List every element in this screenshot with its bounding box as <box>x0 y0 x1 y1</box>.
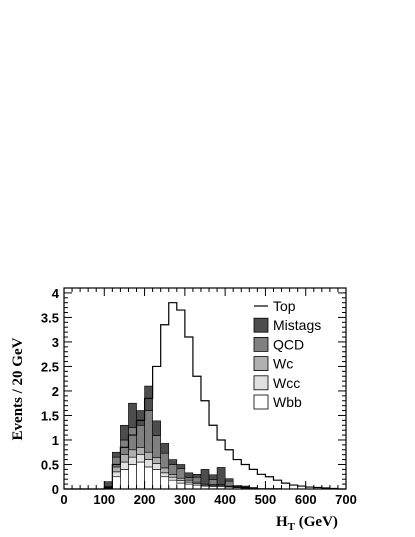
bar-mistags-420 <box>232 485 242 487</box>
bar-mistags-220 <box>152 420 161 436</box>
bar-wc-280 <box>176 477 186 481</box>
bar-mistags-440 <box>240 485 250 488</box>
y-tick-label: 4 <box>52 286 60 301</box>
bar-qcd-360 <box>208 479 218 485</box>
bar-wcc-160 <box>128 456 137 465</box>
bar-wcc-180 <box>136 454 145 463</box>
bar-qcd-220 <box>152 435 161 458</box>
x-axis-title-subscript: T <box>288 521 296 533</box>
x-axis-title-unit: (GeV) <box>295 514 338 530</box>
bar-mistags-100 <box>103 481 113 487</box>
legend-label-wbb: Wbb <box>273 394 302 410</box>
legend-label-qcd: QCD <box>273 336 304 352</box>
y-tick-label: 1.5 <box>41 408 59 423</box>
bar-wcc-260 <box>168 476 178 481</box>
x-tick-labels: 0 100 200 300 400 500 600 700 <box>60 492 356 507</box>
bar-mistags-380 <box>216 467 226 485</box>
legend-swatch-wcc <box>253 375 269 391</box>
y-tick-label: 2.5 <box>41 359 59 374</box>
bar-mistags-280 <box>176 464 186 469</box>
x-tick-label: 500 <box>255 492 277 507</box>
bar-mistags-360 <box>208 474 218 480</box>
y-axis-title: Events / 20 GeV <box>10 337 26 440</box>
x-tick-label: 0 <box>60 492 67 507</box>
bar-wcc-280 <box>176 480 186 484</box>
bar-wc-120 <box>112 466 121 473</box>
legend-swatch-qcd <box>253 336 269 352</box>
bar-mistags-300 <box>184 472 194 479</box>
stacked-bars <box>103 385 282 490</box>
bar-mistags-160 <box>128 402 137 429</box>
bar-wc-160 <box>128 449 137 458</box>
x-axis-title-main: H <box>276 514 288 530</box>
bar-qcd-200 <box>144 410 153 453</box>
bar-wc-180 <box>136 447 145 455</box>
y-tick-label: 0 <box>52 482 59 497</box>
x-tick-label: 700 <box>335 492 357 507</box>
bar-qcd-260 <box>168 464 178 475</box>
x-tick-label: 100 <box>93 492 115 507</box>
y-tick-label: 1 <box>52 433 59 448</box>
bar-qcd-320 <box>192 476 202 483</box>
bar-wcc-220 <box>152 463 161 470</box>
bar-qcd-120 <box>112 456 121 468</box>
y-tick-label: 3 <box>52 335 59 350</box>
y-tick-label: 2 <box>52 384 59 399</box>
bar-qcd-160 <box>128 427 137 451</box>
bar-wbb-140 <box>120 469 129 490</box>
bar-qcd-300 <box>184 477 194 481</box>
bar-wc-260 <box>168 473 178 478</box>
legend-label-top: Top <box>273 298 296 314</box>
y-tick-label: 3.5 <box>41 310 59 325</box>
bar-wbb-240 <box>160 476 170 490</box>
legend-label-wc: Wc <box>273 356 293 372</box>
bar-wcc-200 <box>144 459 153 468</box>
bar-wc-240 <box>160 467 170 474</box>
bar-mistags-260 <box>168 459 178 465</box>
bar-qcd-400 <box>224 480 234 487</box>
axis-ticks <box>63 288 347 490</box>
bar-mistags-320 <box>192 473 202 478</box>
bar-wcc-240 <box>160 472 170 478</box>
bar-wbb-120 <box>112 476 121 490</box>
legend-swatch-wc <box>253 356 269 372</box>
bar-wbb-260 <box>168 479 178 490</box>
legend-label-wcc: Wcc <box>273 375 300 391</box>
x-tick-label: 200 <box>134 492 156 507</box>
bar-wc-140 <box>120 454 129 463</box>
bar-wbb-220 <box>152 469 161 490</box>
bar-wbb-180 <box>136 461 145 490</box>
bar-qcd-280 <box>176 468 186 479</box>
bar-wbb-300 <box>184 483 194 490</box>
legend: Top Mistags QCD Wc Wcc Wbb <box>253 298 321 410</box>
bar-mistags-140 <box>120 424 129 441</box>
x-tick-label: 600 <box>295 492 317 507</box>
legend-swatch-wbb <box>253 394 269 410</box>
bar-mistags-400 <box>224 478 234 482</box>
plot-frame <box>63 287 347 490</box>
bar-wbb-280 <box>176 482 186 490</box>
bar-wbb-160 <box>128 464 137 490</box>
x-tick-label: 300 <box>174 492 196 507</box>
bar-wc-220 <box>152 457 161 464</box>
bar-qcd-180 <box>136 424 145 448</box>
bar-wbb-200 <box>144 466 153 490</box>
bar-wc-200 <box>144 451 153 460</box>
legend-label-mistags: Mistags <box>273 317 321 333</box>
bar-mistags-240 <box>160 443 170 454</box>
series-top-line <box>64 302 346 490</box>
y-tick-label: 0.5 <box>41 457 59 472</box>
legend-swatch-mistags <box>253 317 269 333</box>
x-axis-title: HT (GeV) <box>276 514 338 533</box>
bar-mistags-120 <box>112 451 121 458</box>
bar-mistags-340 <box>200 469 210 485</box>
y-tick-labels: 0 0.5 1 1.5 2 2.5 3 3.5 4 <box>41 286 60 497</box>
x-tick-label: 400 <box>214 492 236 507</box>
bar-wcc-120 <box>112 471 121 478</box>
bar-qcd-240 <box>160 452 170 469</box>
bar-wcc-140 <box>120 461 129 470</box>
bar-mistags-180 <box>136 410 145 426</box>
